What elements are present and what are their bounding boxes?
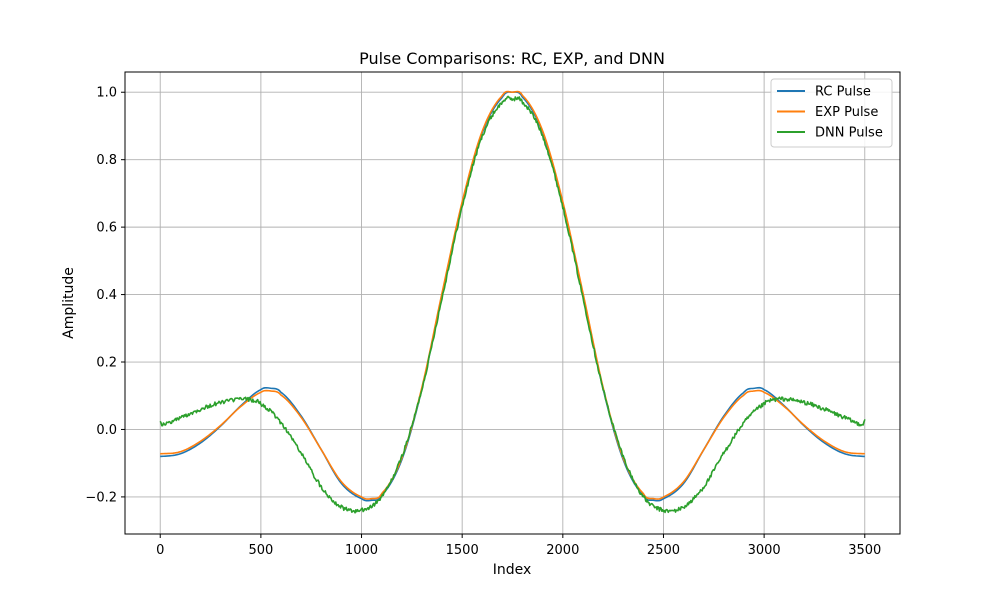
y-tick-label: 0.2 bbox=[96, 356, 117, 371]
series-lines bbox=[159, 90, 866, 514]
x-tick-label: 2500 bbox=[647, 543, 680, 558]
x-tick-label: 3000 bbox=[748, 543, 781, 558]
ticks: 0 500 1000 1500 2000 2500 3000 3500 −0.2 0.0 0.2 0.… bbox=[85, 86, 881, 558]
legend-label: RC Pulse bbox=[815, 85, 871, 100]
series-line-rc-pulse bbox=[160, 91, 865, 502]
x-tick-label: 3500 bbox=[848, 543, 881, 558]
legend: RC Pulse EXP Pulse DNN Pulse bbox=[770, 78, 893, 148]
legend-box bbox=[770, 78, 893, 148]
plot-frame bbox=[124, 71, 901, 535]
series-line-exp-pulse bbox=[160, 90, 865, 500]
y-tick-label: 0.0 bbox=[96, 423, 117, 438]
y-axis-label: Amplitude bbox=[61, 267, 77, 339]
x-tick-label: 500 bbox=[248, 543, 273, 558]
x-tick-label: 0 bbox=[156, 543, 164, 558]
x-axis-label: Index bbox=[493, 562, 532, 578]
y-tick-label: −0.2 bbox=[85, 490, 117, 505]
y-tick-label: 0.8 bbox=[96, 153, 117, 168]
grid bbox=[125, 72, 900, 534]
legend-label: EXP Pulse bbox=[815, 105, 878, 120]
y-tick-label: 0.4 bbox=[96, 288, 117, 303]
chart-title: Pulse Comparisons: RC, EXP, and DNN bbox=[359, 49, 665, 68]
y-tick-label: 0.6 bbox=[96, 221, 117, 236]
x-tick-label: 2000 bbox=[546, 543, 579, 558]
series-line-dnn-pulse bbox=[159, 95, 866, 514]
y-tick-label: 1.0 bbox=[96, 86, 117, 101]
legend-label: DNN Pulse bbox=[815, 126, 883, 141]
x-tick-label: 1000 bbox=[345, 543, 378, 558]
x-tick-label: 1500 bbox=[446, 543, 479, 558]
